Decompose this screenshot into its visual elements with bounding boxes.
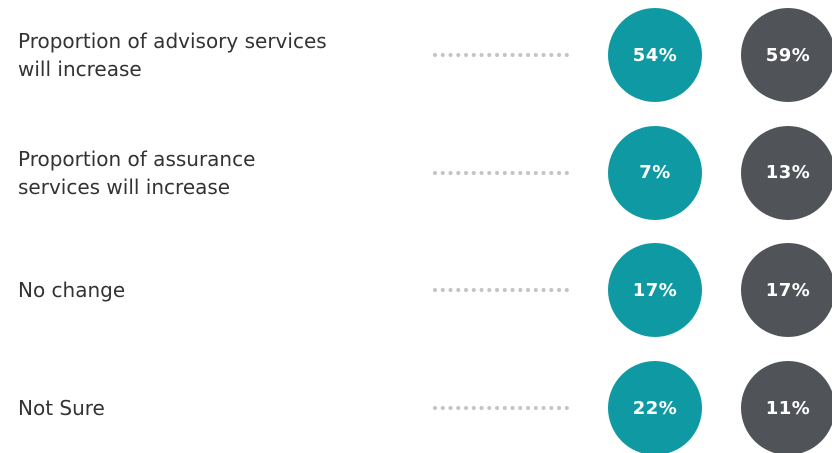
value-circle: 13%: [741, 125, 832, 220]
value-circle: 11%: [741, 361, 832, 453]
value-circle: 17%: [608, 243, 702, 338]
row-label: Proportion of assurance services will in…: [18, 146, 256, 199]
dotted-leader: [433, 170, 569, 175]
value-label: 7%: [639, 162, 671, 184]
value-label: 17%: [765, 279, 811, 301]
value-circle: 7%: [608, 125, 702, 220]
value-label: 59%: [765, 44, 811, 66]
row-label: Proportion of advisory services will inc…: [18, 29, 327, 81]
value-label: 11%: [765, 397, 811, 419]
value-circle: 17%: [741, 243, 832, 338]
dotted-leader: [433, 406, 569, 411]
value-label: 17%: [632, 279, 678, 301]
value-circle: 59%: [741, 8, 832, 102]
value-circle: 54%: [608, 8, 702, 102]
dotted-leader: [433, 53, 569, 57]
value-label: 13%: [765, 162, 811, 184]
row-label: No change: [18, 278, 126, 303]
value-label: 54%: [632, 44, 678, 66]
value-circle: 22%: [608, 361, 702, 453]
dotted-leader: [433, 288, 569, 293]
row-label: Not Sure: [18, 396, 105, 421]
value-label: 22%: [632, 397, 678, 419]
